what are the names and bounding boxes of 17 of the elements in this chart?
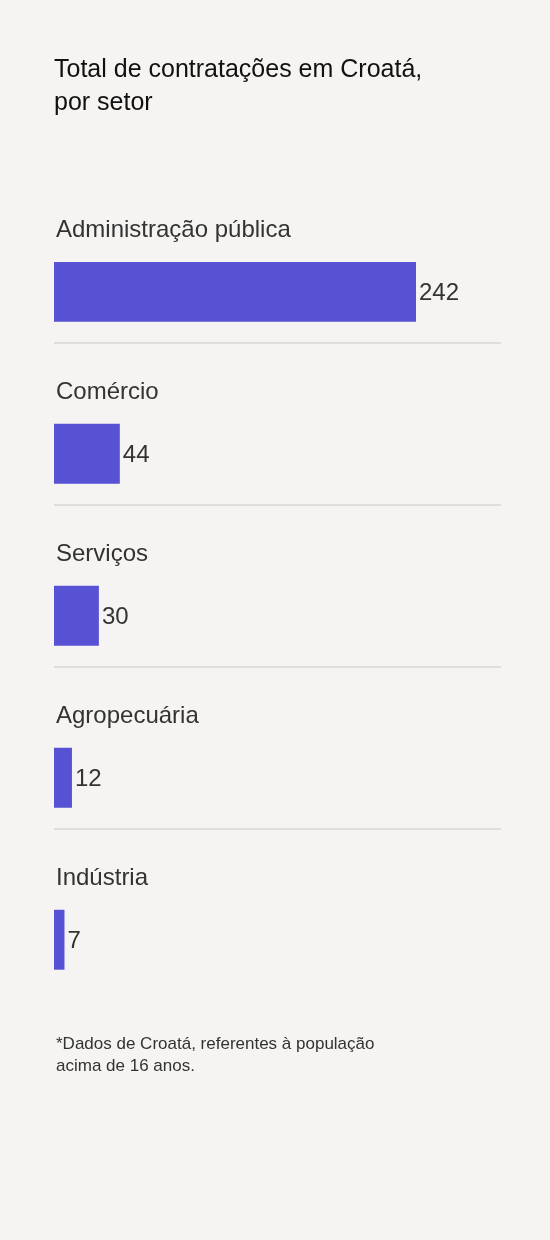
y-tick-label: Administração pública xyxy=(56,215,292,242)
bar xyxy=(54,423,120,484)
bar xyxy=(54,747,72,808)
data-label: 242 xyxy=(419,278,460,306)
text: *Dados de Croatá, referentes à população acima de 16 anos. xyxy=(56,1034,375,1076)
data-label: 7 xyxy=(67,926,81,954)
bar xyxy=(54,909,65,970)
y-tick-label: Indústria xyxy=(56,863,149,890)
y-tick-label: Serviços xyxy=(56,539,149,566)
y-tick-label: Agropecuária xyxy=(56,701,200,728)
bar xyxy=(54,261,416,322)
data-label: 12 xyxy=(74,764,102,792)
y-tick-label: Comércio xyxy=(56,377,159,404)
bar xyxy=(54,585,99,646)
data-label: 44 xyxy=(122,440,150,468)
chart-title: Total de contratações em Croatá, por setor xyxy=(54,54,423,115)
data-label: 30 xyxy=(101,602,129,630)
